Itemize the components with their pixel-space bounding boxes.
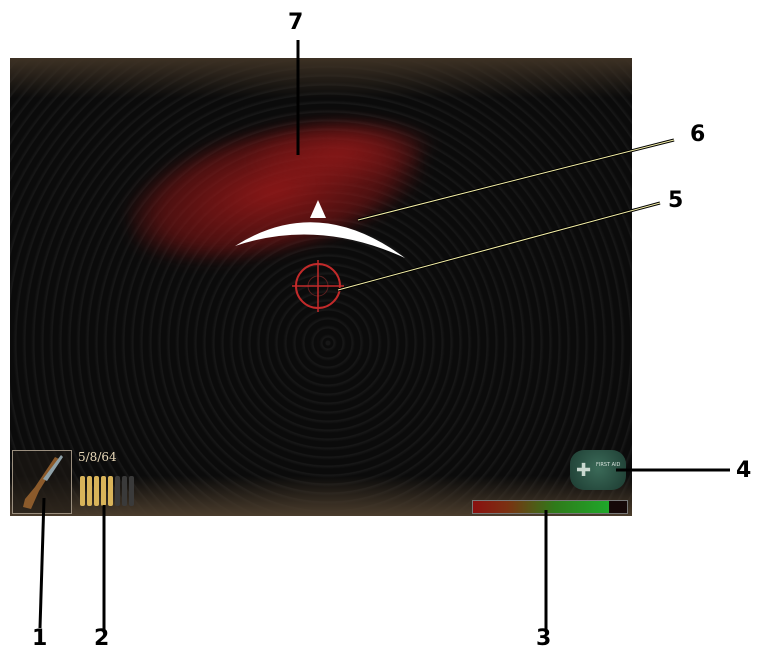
callout-label-3: 3	[536, 626, 552, 651]
damage-direction-indicator	[235, 222, 405, 258]
hud-indicators	[235, 200, 405, 312]
ammo-rounds-display	[80, 476, 134, 506]
callout-label-5: 5	[668, 188, 684, 213]
current-weapon-panel[interactable]	[12, 450, 72, 514]
callout-label-4: 4	[736, 458, 752, 483]
damage-direction-arrow	[310, 200, 326, 218]
medkit-cross-icon: ✚	[576, 460, 592, 481]
rifle-icon	[23, 455, 63, 509]
top-vignette	[10, 58, 632, 98]
bullet-loaded	[87, 476, 92, 506]
medkit-label: FIRST AID	[596, 462, 621, 468]
bullet-loaded	[94, 476, 99, 506]
ammo-counter: 5/8/64	[78, 450, 117, 464]
health-bar-fill	[473, 501, 609, 513]
bullet-empty	[122, 476, 127, 506]
bullet-loaded	[101, 476, 106, 506]
callout-label-7: 7	[288, 10, 304, 35]
bullet-loaded	[108, 476, 113, 506]
health-bar	[472, 500, 628, 514]
bullet-loaded	[80, 476, 85, 506]
game-viewport[interactable]: 5/8/64 ✚ FIRST AID	[10, 58, 632, 516]
callout-line-1	[38, 497, 46, 629]
callout-label-2: 2	[94, 626, 110, 651]
callout-label-1: 1	[32, 626, 48, 651]
bullet-empty	[129, 476, 134, 506]
crosshair-icon	[292, 260, 344, 312]
bullet-empty	[115, 476, 120, 506]
callout-label-6: 6	[690, 122, 706, 147]
